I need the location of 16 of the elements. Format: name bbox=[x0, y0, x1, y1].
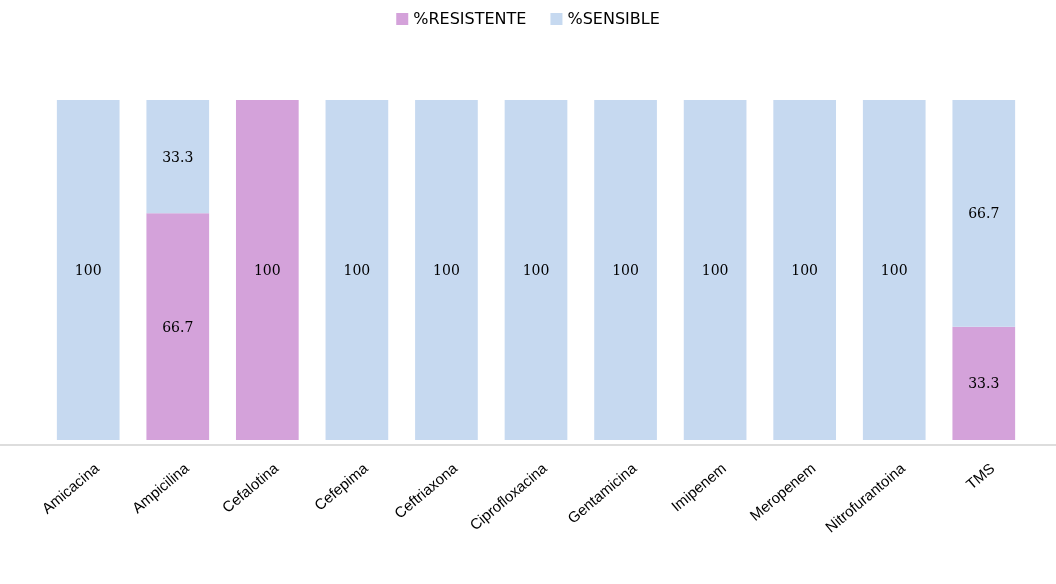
legend-label: %RESISTENTE bbox=[413, 9, 527, 28]
data-label: 33.3 bbox=[968, 375, 1000, 392]
data-label: 66.7 bbox=[968, 205, 1000, 222]
data-label: 33.3 bbox=[162, 148, 194, 165]
data-label: 100 bbox=[343, 262, 371, 278]
legend-label: %SENSIBLE bbox=[567, 9, 660, 28]
data-label: 100 bbox=[701, 262, 729, 278]
data-label: 100 bbox=[522, 262, 550, 278]
data-label: 100 bbox=[880, 262, 908, 278]
data-label: 100 bbox=[253, 262, 281, 278]
data-label: 100 bbox=[612, 262, 639, 278]
data-label: 66.7 bbox=[162, 318, 194, 335]
x-tick-label: TMS bbox=[962, 459, 998, 493]
data-label: 100 bbox=[791, 262, 819, 278]
data-label: 100 bbox=[74, 262, 102, 278]
data-label: 100 bbox=[433, 262, 460, 278]
